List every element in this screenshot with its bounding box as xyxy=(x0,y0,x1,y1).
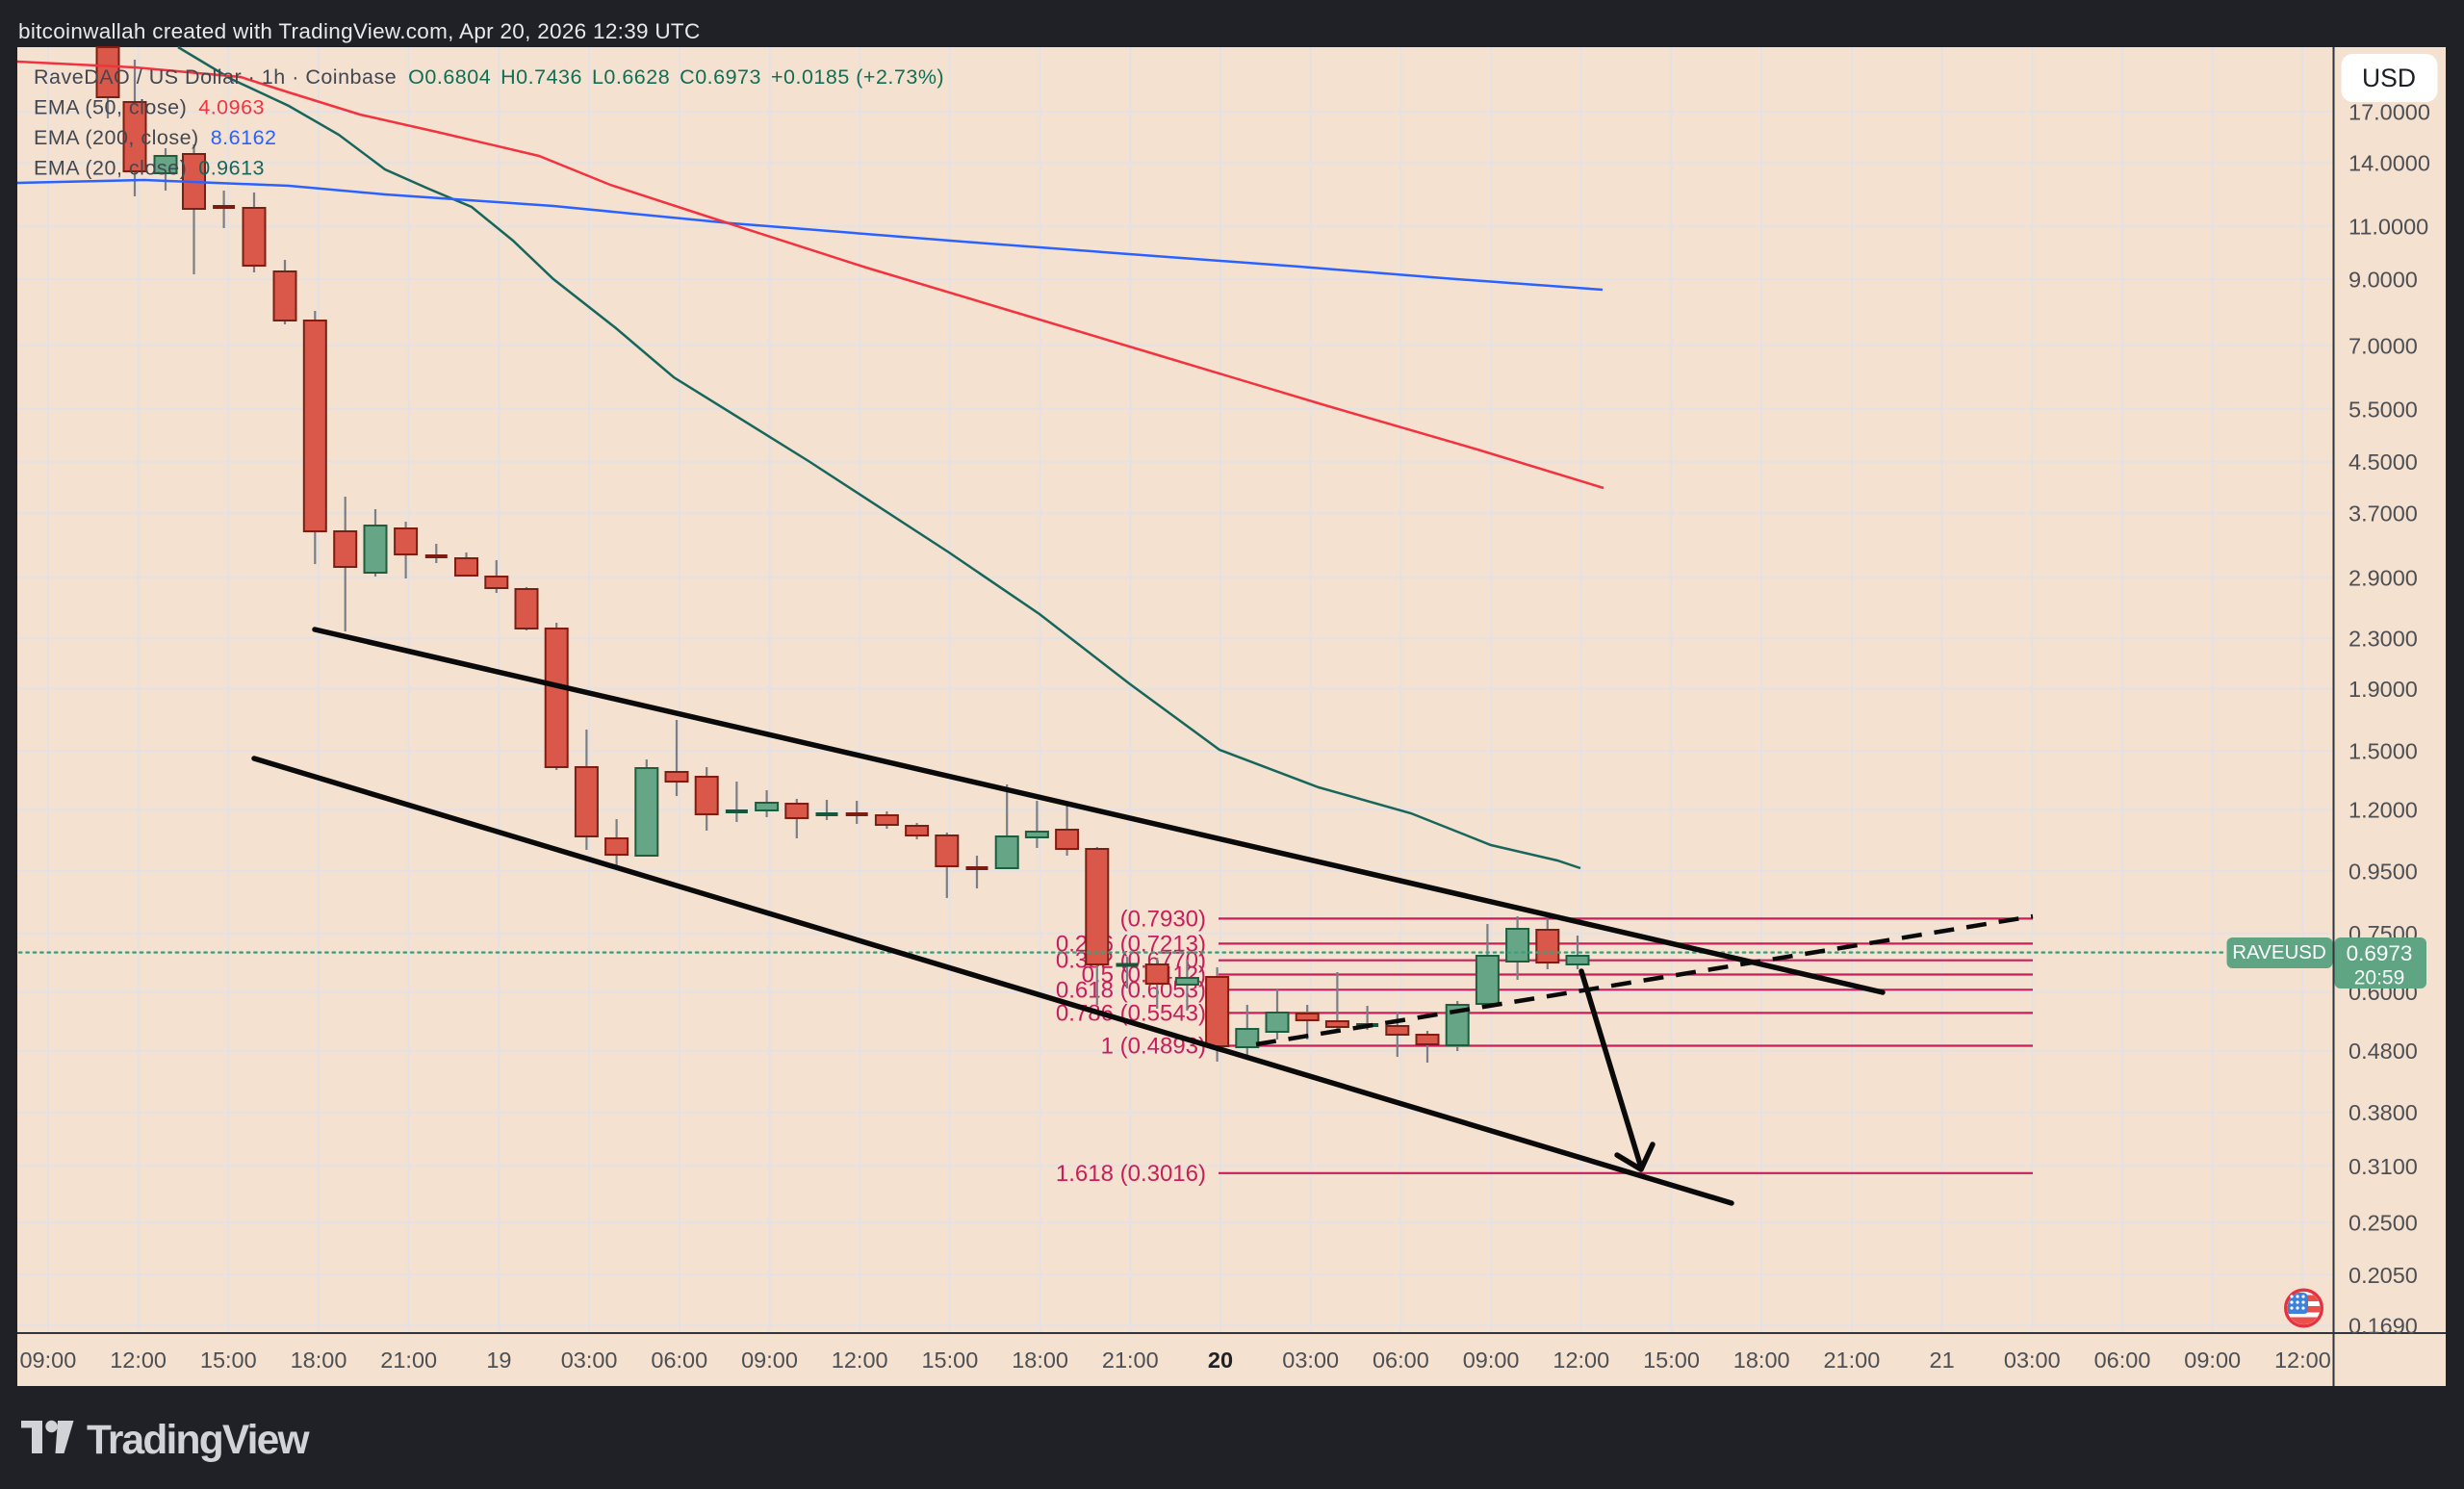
svg-text:5.5000: 5.5000 xyxy=(2348,397,2418,422)
svg-text:06:00: 06:00 xyxy=(1373,1348,1429,1373)
svg-text:2.9000: 2.9000 xyxy=(2348,565,2418,590)
svg-text:14.0000: 14.0000 xyxy=(2348,151,2430,176)
svg-text:EMA (200, close)8.6162: EMA (200, close) 8.6162 xyxy=(34,126,276,149)
svg-text:06:00: 06:00 xyxy=(2094,1348,2151,1373)
svg-text:06:00: 06:00 xyxy=(651,1348,707,1373)
svg-text:1.5000: 1.5000 xyxy=(2348,739,2418,764)
svg-text:20:59: 20:59 xyxy=(2354,967,2405,989)
svg-text:03:00: 03:00 xyxy=(561,1348,618,1373)
svg-text:9.0000: 9.0000 xyxy=(2348,268,2418,293)
svg-text:12:00: 12:00 xyxy=(832,1348,888,1373)
svg-text:09:00: 09:00 xyxy=(19,1348,76,1373)
svg-text:03:00: 03:00 xyxy=(1282,1348,1339,1373)
svg-text:0.2500: 0.2500 xyxy=(2348,1211,2418,1236)
svg-text:21:00: 21:00 xyxy=(1823,1348,1880,1373)
svg-text:USD: USD xyxy=(2362,64,2416,92)
svg-text:1.618 (0.3016): 1.618 (0.3016) xyxy=(1056,1161,1206,1187)
svg-text:1 (0.4893): 1 (0.4893) xyxy=(1101,1034,1206,1060)
svg-text:3.7000: 3.7000 xyxy=(2348,501,2418,526)
svg-text:7.0000: 7.0000 xyxy=(2348,333,2418,358)
svg-text:20: 20 xyxy=(1208,1348,1233,1373)
svg-text:0.3100: 0.3100 xyxy=(2348,1154,2418,1179)
svg-text:0.3800: 0.3800 xyxy=(2348,1100,2418,1125)
svg-text:21: 21 xyxy=(1930,1348,1955,1373)
svg-text:4.5000: 4.5000 xyxy=(2348,449,2418,475)
svg-text:15:00: 15:00 xyxy=(1643,1348,1700,1373)
svg-text:12:00: 12:00 xyxy=(2274,1348,2331,1373)
svg-text:15:00: 15:00 xyxy=(921,1348,978,1373)
svg-text:12:00: 12:00 xyxy=(110,1348,167,1373)
svg-text:bitcoinwallah created with Tra: bitcoinwallah created with TradingView.c… xyxy=(18,19,701,43)
svg-text:TradingView: TradingView xyxy=(87,1418,311,1463)
svg-text:RaveDAO / US Dollar · 1h · Coi: RaveDAO / US Dollar · 1h · Coinbase O0.68… xyxy=(34,65,944,89)
svg-text:1.9000: 1.9000 xyxy=(2348,677,2418,702)
svg-text:18:00: 18:00 xyxy=(1012,1348,1068,1373)
svg-text:03:00: 03:00 xyxy=(2004,1348,2061,1373)
svg-text:09:00: 09:00 xyxy=(741,1348,798,1373)
svg-text:12:00: 12:00 xyxy=(1553,1348,1609,1373)
svg-text:0.1690: 0.1690 xyxy=(2348,1314,2418,1339)
svg-text:19: 19 xyxy=(486,1348,511,1373)
svg-text:21:00: 21:00 xyxy=(380,1348,437,1373)
svg-text:(0.7930): (0.7930) xyxy=(1120,906,1206,932)
svg-text:0.4800: 0.4800 xyxy=(2348,1039,2418,1064)
svg-text:0.6973: 0.6973 xyxy=(2347,941,2413,965)
svg-text:09:00: 09:00 xyxy=(1463,1348,1520,1373)
svg-text:21:00: 21:00 xyxy=(1102,1348,1159,1373)
svg-text:17.0000: 17.0000 xyxy=(2348,100,2430,125)
svg-text:RAVEUSD: RAVEUSD xyxy=(2232,941,2326,963)
svg-text:2.3000: 2.3000 xyxy=(2348,627,2418,652)
svg-text:11.0000: 11.0000 xyxy=(2348,215,2428,240)
svg-text:18:00: 18:00 xyxy=(291,1348,347,1373)
svg-text:18:00: 18:00 xyxy=(1733,1348,1790,1373)
svg-text:15:00: 15:00 xyxy=(200,1348,257,1373)
svg-text:0.2050: 0.2050 xyxy=(2348,1263,2418,1288)
svg-text:09:00: 09:00 xyxy=(2184,1348,2241,1373)
svg-text:EMA (20, close)0.9613: EMA (20, close) 0.9613 xyxy=(34,157,265,180)
svg-text:0.9500: 0.9500 xyxy=(2348,860,2418,885)
svg-text:1.2000: 1.2000 xyxy=(2348,798,2418,823)
svg-text:EMA (50, close)4.0963: EMA (50, close) 4.0963 xyxy=(34,96,265,119)
